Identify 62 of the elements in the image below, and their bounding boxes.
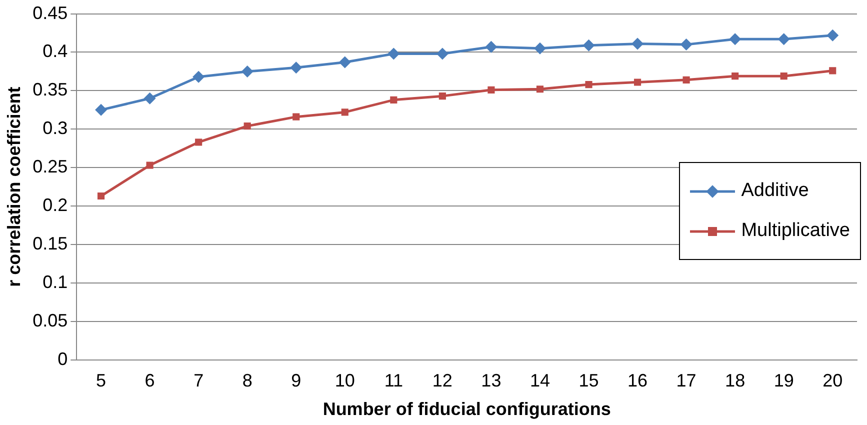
x-tick-label: 14 (530, 370, 550, 391)
point (95, 104, 108, 116)
point (680, 38, 692, 51)
x-tick-label: 11 (384, 370, 403, 391)
y-tick-label: 0.15 (32, 233, 68, 254)
point (829, 67, 836, 74)
point (826, 29, 839, 42)
y-tick-label: 0 (58, 348, 68, 369)
point (780, 72, 788, 80)
point (144, 92, 156, 104)
x-tick-label: 18 (725, 370, 746, 391)
x-tick-label: 19 (774, 370, 794, 391)
x-tick-label: 20 (822, 370, 843, 391)
point (485, 40, 498, 53)
point (388, 48, 400, 60)
point (241, 65, 254, 78)
y-tick-label: 0.45 (32, 2, 68, 23)
x-tick-label: 13 (481, 370, 502, 391)
point (244, 122, 251, 130)
point (534, 42, 546, 54)
y-tick-label: 0.25 (32, 156, 68, 177)
point (682, 76, 690, 84)
y-tick-label: 0.2 (42, 194, 68, 215)
y-tick-label: 0.4 (42, 41, 68, 62)
point (97, 192, 105, 200)
y-axis-title: r correlation coefficient (4, 86, 24, 287)
point (582, 39, 595, 52)
point (632, 38, 644, 50)
x-tick-label: 7 (194, 370, 204, 391)
x-tick-label: 9 (291, 370, 302, 391)
point (732, 72, 739, 80)
point (438, 92, 446, 100)
x-tick-label: 15 (578, 370, 599, 391)
point (488, 86, 495, 94)
x-tick-label: 10 (334, 370, 355, 391)
x-axis-title: Number of fiducial configurations (322, 399, 611, 420)
x-tick-label: 17 (676, 370, 696, 391)
point (195, 138, 202, 146)
point (390, 96, 398, 104)
point (436, 48, 448, 60)
x-tick-label: 12 (432, 370, 452, 391)
x-tick-label: 8 (242, 370, 252, 391)
point (536, 86, 544, 93)
x-tick-label: 5 (96, 370, 106, 391)
y-tick-label: 0.35 (32, 80, 68, 100)
point (634, 78, 642, 86)
y-tick-label: 0.1 (42, 272, 68, 292)
point (585, 81, 592, 88)
y-tick-label: 0.3 (42, 118, 68, 138)
legend-label: Additive (741, 180, 809, 202)
point (338, 56, 351, 68)
point (192, 70, 205, 83)
x-tick-label: 6 (144, 370, 155, 391)
point (290, 62, 302, 74)
legend-label: Multiplicative (741, 220, 850, 242)
point (778, 33, 790, 46)
point (146, 162, 154, 169)
point (341, 108, 348, 116)
x-tick-label: 16 (628, 370, 648, 391)
y-tick-label: 0.05 (32, 310, 68, 330)
point (292, 113, 300, 120)
point (729, 33, 742, 46)
